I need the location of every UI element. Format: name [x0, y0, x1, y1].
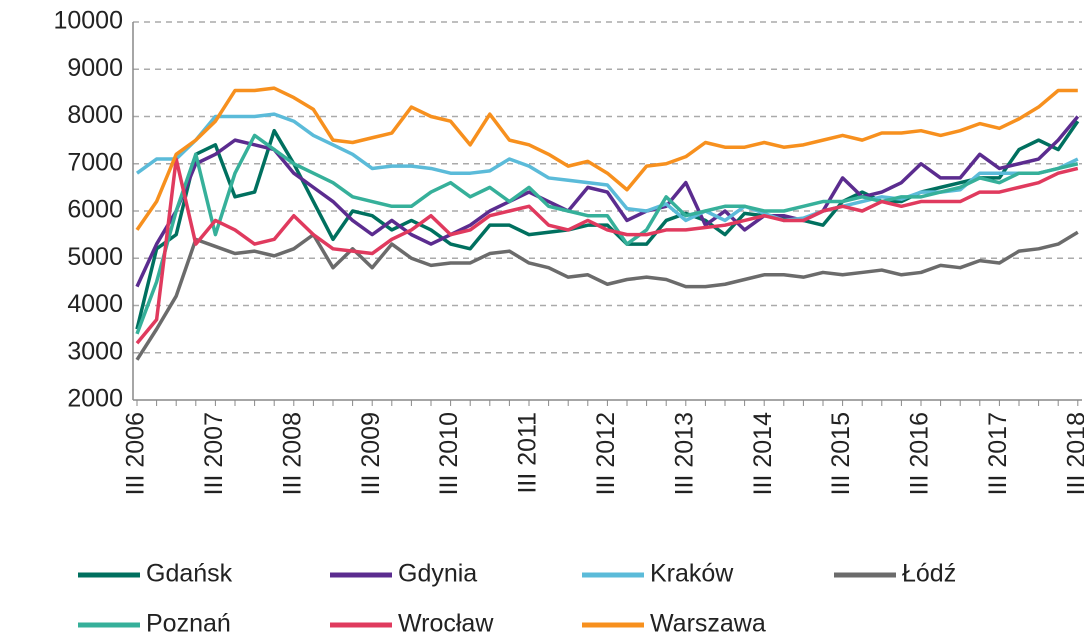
x-tick-label: III 2011 — [514, 412, 542, 494]
x-tick-label: III 2013 — [670, 412, 698, 495]
y-tick-label: 9000 — [67, 54, 123, 82]
series-line — [135, 157, 1079, 345]
legend-label: Poznań — [146, 610, 231, 638]
series-line — [135, 115, 1080, 288]
x-tick-label: III 2009 — [357, 412, 385, 495]
legend-label: Warszawa — [650, 610, 766, 638]
y-tick-label: 8000 — [67, 101, 123, 129]
x-tick-label: III 2016 — [906, 412, 934, 495]
y-tick-label: 10000 — [53, 7, 123, 35]
legend-label: Gdańsk — [146, 560, 233, 588]
x-tick-label: III 2012 — [592, 412, 620, 495]
x-tick-label: III 2014 — [749, 412, 777, 495]
y-tick-label: 5000 — [67, 243, 123, 271]
x-tick-label: III 2015 — [827, 412, 855, 495]
series-line — [135, 112, 1079, 223]
x-tick-label: III 2008 — [278, 412, 306, 495]
legend-label: Kraków — [650, 560, 734, 588]
legend-label: Wrocław — [398, 610, 494, 638]
series-line — [135, 230, 1079, 361]
x-tick-label: III 2010 — [435, 412, 463, 495]
series-line — [135, 86, 1078, 231]
x-tick-label: III 2018 — [1062, 412, 1084, 495]
x-tick-label: III 2007 — [200, 412, 228, 495]
y-tick-label: 3000 — [67, 337, 123, 365]
y-tick-label: 7000 — [67, 148, 123, 176]
x-tick-label: III 2017 — [984, 412, 1012, 495]
y-tick-label: 6000 — [67, 196, 123, 224]
legend-label: Łódź — [902, 560, 956, 588]
y-tick-label: 2000 — [67, 385, 123, 413]
legend-label: Gdynia — [398, 560, 477, 588]
series-line — [135, 133, 1079, 335]
x-tick-label: III 2006 — [122, 412, 150, 495]
y-tick-label: 4000 — [67, 290, 123, 318]
